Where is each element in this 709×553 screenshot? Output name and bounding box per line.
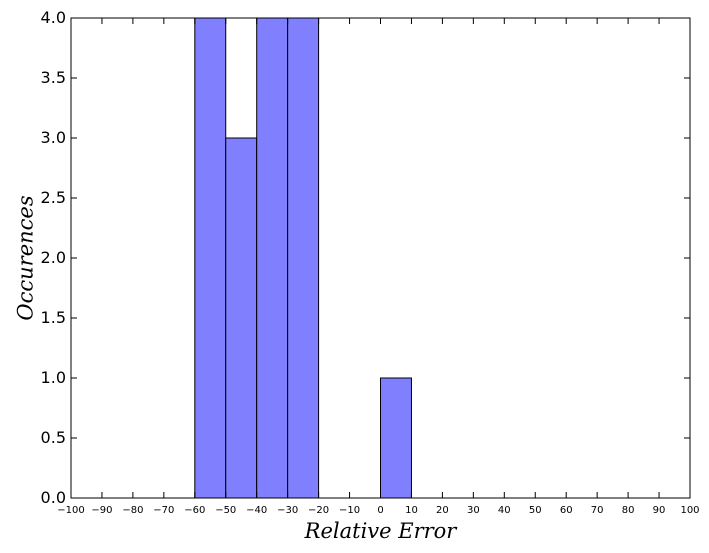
y-tick-label: 3.5 [41,68,66,87]
x-tick-label: −20 [308,505,329,516]
x-tick-label: 30 [467,505,480,516]
x-tick-label: 70 [591,505,604,516]
x-axis-label: Relative Error [304,519,459,543]
histogram-bar [287,17,320,499]
y-tick-label: 0.5 [41,428,66,447]
x-tick-label: 80 [622,505,635,516]
x-tick-label: −70 [153,505,174,516]
histogram-bar [380,377,412,499]
x-tick-label: 0 [377,505,383,516]
x-tick-label: −30 [277,505,298,516]
x-tick-labels: −100 −90 −80 −70 −60 −50 −40 −30 −20 −10 0 10 20 30 40… [57,505,699,516]
y-tick-label: 1.5 [41,308,66,327]
y-tick-label: 0.0 [41,488,66,507]
y-tick-labels: 0.0 0.5 1.0 1.5 2.0 2.5 3.0 3.5 4.0 [41,8,66,507]
x-tick-label: −60 [184,505,205,516]
plot-frame [70,17,691,499]
x-tick-label: 40 [498,505,511,516]
y-tick-label: 4.0 [41,8,66,27]
x-tick-label: −50 [215,505,236,516]
y-tick-label: 2.0 [41,248,66,267]
histogram-bar [194,17,227,499]
histogram-bar [256,17,289,499]
x-tick-label: 100 [680,505,699,516]
x-tick-label: 90 [653,505,666,516]
x-tick-label: −100 [57,505,84,516]
x-tick-label: 50 [529,505,542,516]
x-tick-label: 10 [405,505,418,516]
y-axis-label: Occurences [14,195,38,320]
bars-group [194,17,412,499]
x-tick-label: −90 [91,505,112,516]
x-tick-label: −40 [246,505,267,516]
ticks-group [70,17,691,499]
x-tick-label: −80 [122,505,143,516]
x-tick-label: −10 [339,505,360,516]
x-tick-label: 20 [436,505,449,516]
y-tick-label: 2.5 [41,188,66,207]
y-tick-label: 1.0 [41,368,66,387]
y-tick-label: 3.0 [41,128,66,147]
histogram-bar [225,137,258,499]
x-tick-label: 60 [560,505,573,516]
